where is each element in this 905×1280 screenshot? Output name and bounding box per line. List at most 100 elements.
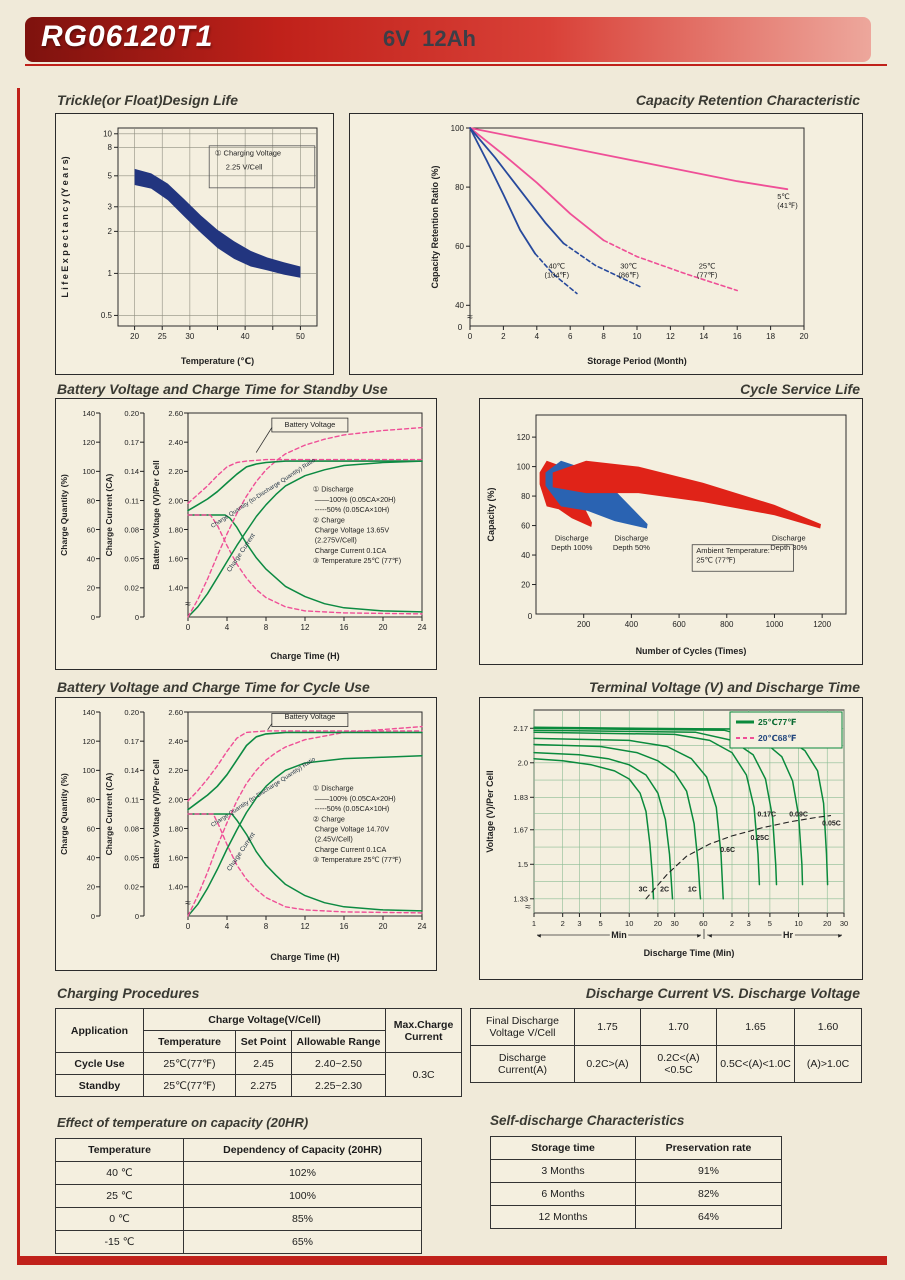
svg-text:≈: ≈ bbox=[185, 599, 191, 610]
svg-text:Voltage (V)/Per Cell: Voltage (V)/Per Cell bbox=[485, 770, 495, 852]
svg-text:60: 60 bbox=[521, 521, 530, 530]
svg-text:1C: 1C bbox=[688, 887, 697, 894]
cell: Preservation rate bbox=[635, 1136, 782, 1160]
svg-text:24: 24 bbox=[418, 922, 427, 931]
svg-text:0: 0 bbox=[186, 623, 191, 632]
svg-text:0.5: 0.5 bbox=[101, 311, 113, 320]
svg-text:0: 0 bbox=[91, 613, 95, 622]
cell: Storage time bbox=[490, 1136, 636, 1160]
cell: Charge Voltage(V/Cell) bbox=[142, 1008, 387, 1031]
svg-text:Charge Time (H): Charge Time (H) bbox=[270, 651, 339, 661]
svg-text:5: 5 bbox=[768, 919, 772, 928]
cell: 100% bbox=[183, 1184, 422, 1208]
svg-text:60: 60 bbox=[87, 525, 95, 534]
svg-text:8: 8 bbox=[601, 332, 606, 341]
svg-text:20: 20 bbox=[87, 584, 95, 593]
svg-text:0.11: 0.11 bbox=[125, 496, 139, 505]
svg-text:1: 1 bbox=[532, 919, 536, 928]
svg-text:0.17C: 0.17C bbox=[757, 812, 776, 819]
svg-text:0.20: 0.20 bbox=[124, 708, 139, 717]
svg-text:14: 14 bbox=[699, 332, 708, 341]
svg-text:3C: 3C bbox=[639, 887, 648, 894]
svg-text:60: 60 bbox=[699, 919, 707, 928]
svg-text:10: 10 bbox=[625, 919, 633, 928]
svg-text:◄: ◄ bbox=[707, 934, 713, 940]
header-rule bbox=[25, 64, 887, 66]
cell: 91% bbox=[635, 1159, 782, 1183]
cell: 0 ℃ bbox=[55, 1207, 184, 1231]
svg-text:20: 20 bbox=[379, 922, 388, 931]
svg-text:►: ► bbox=[837, 934, 843, 940]
svg-text:0.08: 0.08 bbox=[124, 824, 139, 833]
cell: 85% bbox=[183, 1207, 422, 1231]
svg-text:600: 600 bbox=[672, 620, 686, 629]
svg-text:80: 80 bbox=[87, 795, 95, 804]
svg-text:24: 24 bbox=[418, 623, 427, 632]
cell: 1.70 bbox=[640, 1008, 717, 1046]
svg-text:120: 120 bbox=[82, 438, 95, 447]
svg-text:1.67: 1.67 bbox=[513, 826, 528, 835]
cell: 1.60 bbox=[794, 1008, 862, 1046]
svg-text:10: 10 bbox=[103, 130, 112, 139]
cell: Set Point bbox=[235, 1030, 292, 1053]
svg-text:100: 100 bbox=[517, 462, 531, 471]
cell: Standby bbox=[55, 1074, 144, 1097]
svg-text:0.20: 0.20 bbox=[124, 409, 139, 418]
cell: 2.25~2.30 bbox=[290, 1074, 387, 1097]
svg-text:4: 4 bbox=[225, 623, 230, 632]
svg-text:Capacity (%): Capacity (%) bbox=[486, 487, 496, 541]
svg-text:≈: ≈ bbox=[467, 312, 473, 323]
cycle-service-life-chart-box: 200 400 600 800 1000 1200 20 40 60 80 100 120 Discha… bbox=[479, 398, 863, 665]
svg-text:2.20: 2.20 bbox=[168, 467, 183, 476]
svg-text:400: 400 bbox=[625, 620, 639, 629]
svg-text:20: 20 bbox=[823, 919, 831, 928]
charging-procedures-table: Application Charge Voltage(V/Cell) Max.C… bbox=[55, 1008, 463, 1097]
svg-text:1.80: 1.80 bbox=[168, 824, 183, 833]
cell: -15 ℃ bbox=[55, 1230, 184, 1254]
svg-text:40: 40 bbox=[87, 554, 95, 563]
svg-text:80: 80 bbox=[521, 492, 530, 501]
svg-text:1.40: 1.40 bbox=[168, 883, 183, 892]
chart-title-capacity-retention: Capacity Retention Characteristic bbox=[635, 92, 860, 108]
svg-text:2.60: 2.60 bbox=[168, 409, 183, 418]
cell: 25 ℃ bbox=[55, 1184, 184, 1208]
cell: 0.2C<(A)<0.5C bbox=[640, 1045, 717, 1083]
cycle-service-life-chart: 200 400 600 800 1000 1200 20 40 60 80 100 120 Discha… bbox=[486, 414, 847, 656]
svg-text:Ambient Temperature:25℃ (77℉): Ambient Temperature: 25℃ (77℉) bbox=[696, 546, 770, 565]
svg-text:5: 5 bbox=[598, 919, 602, 928]
svg-text:2.60: 2.60 bbox=[168, 708, 183, 717]
table-row: Cycle Use 25℃(77℉) 2.45 2.40~2.50 0.3C bbox=[55, 1052, 463, 1097]
svg-text:0: 0 bbox=[91, 912, 95, 921]
svg-text:0.6C: 0.6C bbox=[720, 847, 735, 854]
cell: 0.3C bbox=[385, 1052, 463, 1097]
svg-text:120: 120 bbox=[517, 433, 531, 442]
svg-text:1.5: 1.5 bbox=[518, 860, 528, 869]
svg-text:2.25 V/Cell: 2.25 V/Cell bbox=[226, 162, 263, 171]
svg-text:L i f e E x p e c t a n c y (: L i f e E x p e c t a n c y (Y e a r s) bbox=[60, 156, 70, 297]
svg-text:8: 8 bbox=[264, 922, 269, 931]
svg-text:40: 40 bbox=[87, 853, 95, 862]
capacity-retention-chart: 0 2 4 6 8 10 12 14 16 18 20 40 60 80 100 5℃ (41℉) 25℃ (77℉… bbox=[430, 124, 809, 366]
chart-title-cycle-use: Battery Voltage and Charge Time for Cycl… bbox=[57, 679, 370, 695]
svg-text:≈: ≈ bbox=[525, 902, 531, 913]
cell: 2.45 bbox=[235, 1052, 292, 1075]
self-discharge-table: Storage time Preservation rate 3 Months … bbox=[490, 1136, 782, 1229]
svg-text:5℃(41℉): 5℃ (41℉) bbox=[777, 192, 798, 210]
svg-text:0.08: 0.08 bbox=[124, 525, 139, 534]
svg-text:12: 12 bbox=[301, 922, 310, 931]
cell: 82% bbox=[635, 1182, 782, 1206]
chart-title-design-life: Trickle(or Float)Design Life bbox=[57, 92, 238, 108]
svg-text:Min: Min bbox=[611, 930, 627, 940]
svg-text:20: 20 bbox=[130, 332, 139, 341]
table-row: 6 Months 82% bbox=[490, 1182, 782, 1206]
svg-text:120: 120 bbox=[82, 737, 95, 746]
svg-text:20: 20 bbox=[654, 919, 662, 928]
svg-text:0.14: 0.14 bbox=[124, 467, 139, 476]
svg-text:0: 0 bbox=[186, 922, 191, 931]
svg-text:0: 0 bbox=[468, 332, 473, 341]
bottom-accent-bar bbox=[17, 1256, 887, 1265]
svg-text:Charge Current (CA): Charge Current (CA) bbox=[104, 474, 114, 557]
svg-text:25℃77℉: 25℃77℉ bbox=[758, 717, 796, 727]
